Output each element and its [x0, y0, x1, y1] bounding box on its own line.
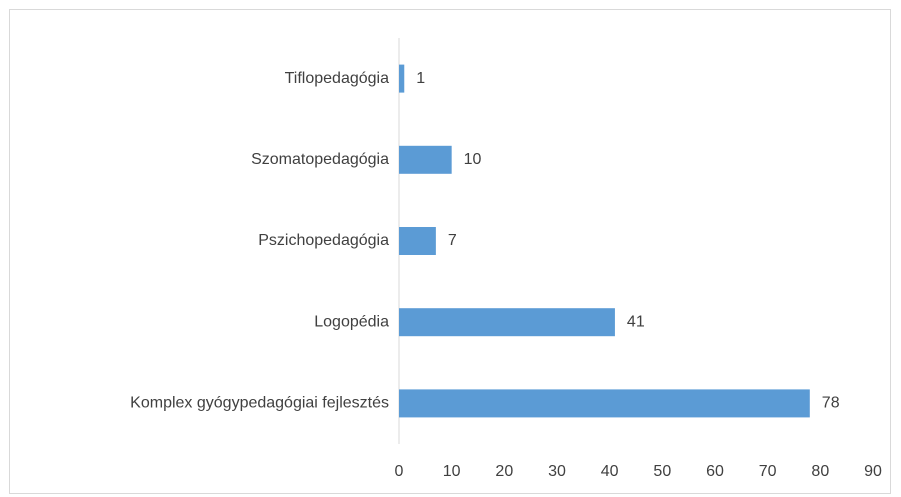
bar: [399, 389, 810, 418]
y-tick-label: Szomatopedagógia: [251, 151, 389, 168]
data-label: 7: [448, 232, 457, 249]
x-tick-label: 60: [706, 463, 724, 480]
x-tick-label: 40: [601, 463, 619, 480]
bar: [399, 64, 405, 93]
bar: [399, 308, 615, 337]
chart-border: [9, 9, 891, 494]
y-tick-label: Logopédia: [314, 313, 389, 330]
x-tick-label: 10: [443, 463, 461, 480]
x-tick-label: 70: [759, 463, 777, 480]
y-tick-label: Komplex gyógypedagógiai fejlesztés: [130, 395, 389, 412]
x-tick-label: 30: [548, 463, 566, 480]
data-label: 78: [822, 395, 840, 412]
x-tick-label: 20: [495, 463, 513, 480]
bar: [399, 145, 452, 174]
data-label: 10: [464, 151, 482, 168]
data-label: 1: [416, 70, 425, 87]
x-tick-label: 0: [395, 463, 404, 480]
y-tick-label: Tiflopedagógia: [285, 70, 389, 87]
bar: [399, 227, 436, 255]
data-label: 41: [627, 313, 645, 330]
x-tick-label: 50: [653, 463, 671, 480]
y-tick-label: Pszichopedagógia: [258, 232, 389, 249]
x-tick-label: 90: [864, 463, 882, 480]
x-tick-label: 80: [811, 463, 829, 480]
